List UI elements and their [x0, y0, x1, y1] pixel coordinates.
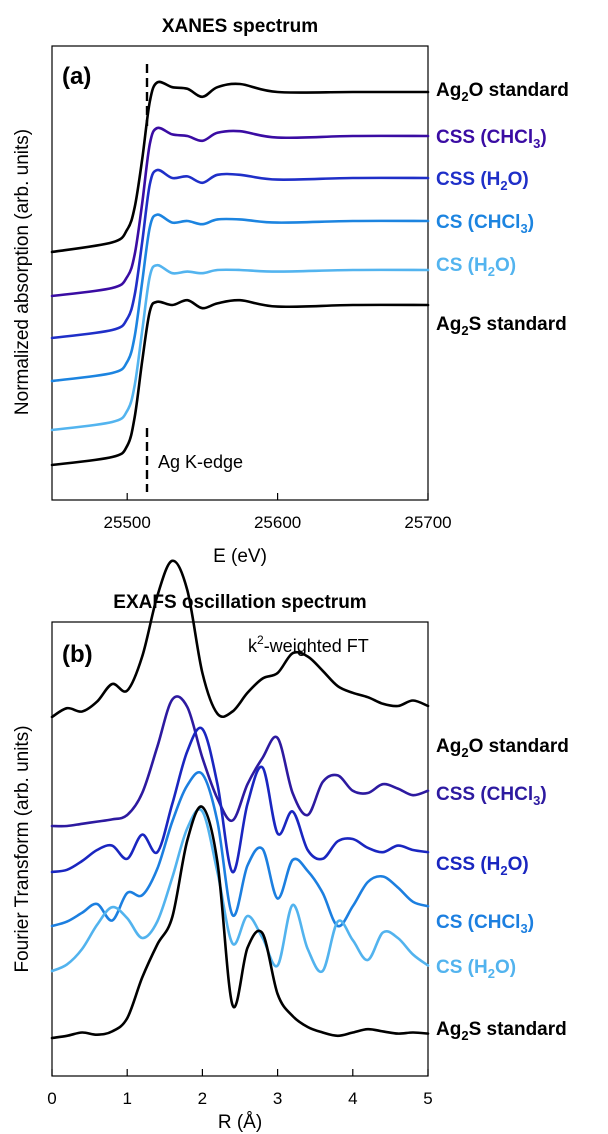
x-tick-label: 25700 — [404, 513, 451, 532]
legend-entry: Ag2S standard — [436, 314, 567, 338]
series-line — [50, 695, 430, 828]
legend-entry: Ag2S standard — [436, 1019, 567, 1043]
exafs-plot-frame — [51, 621, 429, 1077]
x-tick-label: 25500 — [104, 513, 151, 532]
x-tick-label: 1 — [122, 1089, 131, 1108]
xanes-plot-frame — [51, 45, 429, 501]
series-line — [50, 808, 430, 974]
panel-b: EXAFS oscillation spectrum (b) k2-weight… — [12, 559, 569, 1133]
panel-a: XANES spectrum (a) Normalized absorption… — [12, 16, 569, 567]
legend-entry: CS (H2O) — [436, 957, 516, 981]
series-line — [50, 80, 430, 254]
series-line — [50, 559, 430, 719]
xanes-xlabel: E (eV) — [213, 546, 267, 567]
series-line — [50, 805, 430, 1040]
legend-entry: Ag2O standard — [436, 736, 569, 760]
legend-entry: CSS (CHCl3) — [436, 127, 547, 151]
exafs-xlabel: R (Å) — [218, 1112, 262, 1133]
x-tick-label: 0 — [47, 1089, 56, 1108]
series-line — [50, 298, 430, 467]
k2-weighted-ft-label: k2-weighted FT — [248, 633, 369, 656]
legend-entry: Ag2O standard — [436, 80, 569, 104]
x-tick-label: 25600 — [254, 513, 301, 532]
legend-entry: CS (H2O) — [436, 255, 516, 279]
xanes-legend: Ag2O standard CSS (CHCl3) CSS (H2O) CS (CHC… — [436, 80, 569, 338]
xanes-x-ticks: 25500 25600 25700 — [104, 493, 452, 532]
series-line — [50, 726, 430, 874]
exafs-ylabel: Fourier Transform (arb. units) — [12, 725, 33, 972]
ag-k-edge-label: Ag K-edge — [158, 452, 243, 472]
exafs-x-ticks: 0 1 2 3 4 5 — [47, 1069, 433, 1108]
xanes-ylabel: Normalized absorption (arb. units) — [12, 129, 33, 415]
series-line — [50, 168, 430, 340]
legend-entry: CSS (H2O) — [436, 169, 529, 193]
panel-b-label: (b) — [62, 641, 93, 668]
series-line — [50, 126, 430, 298]
xanes-title: XANES spectrum — [162, 16, 318, 37]
exafs-title: EXAFS oscillation spectrum — [113, 592, 366, 613]
x-tick-label: 5 — [423, 1089, 432, 1108]
series-line — [50, 770, 430, 928]
xanes-curves — [50, 80, 430, 467]
legend-entry: CSS (H2O) — [436, 854, 529, 878]
series-line — [50, 213, 430, 383]
x-tick-label: 4 — [348, 1089, 357, 1108]
legend-entry: CSS (CHCl3) — [436, 784, 547, 808]
exafs-legend: Ag2O standard CSS (CHCl3) CSS (H2O) CS (CHC… — [436, 736, 569, 1043]
legend-entry: CS (CHCl3) — [436, 912, 534, 936]
panel-a-label: (a) — [62, 63, 91, 90]
x-tick-label: 2 — [198, 1089, 207, 1108]
legend-entry: CS (CHCl3) — [436, 212, 534, 236]
series-line — [50, 263, 430, 432]
exafs-curves — [50, 559, 430, 1040]
x-tick-label: 3 — [273, 1089, 282, 1108]
